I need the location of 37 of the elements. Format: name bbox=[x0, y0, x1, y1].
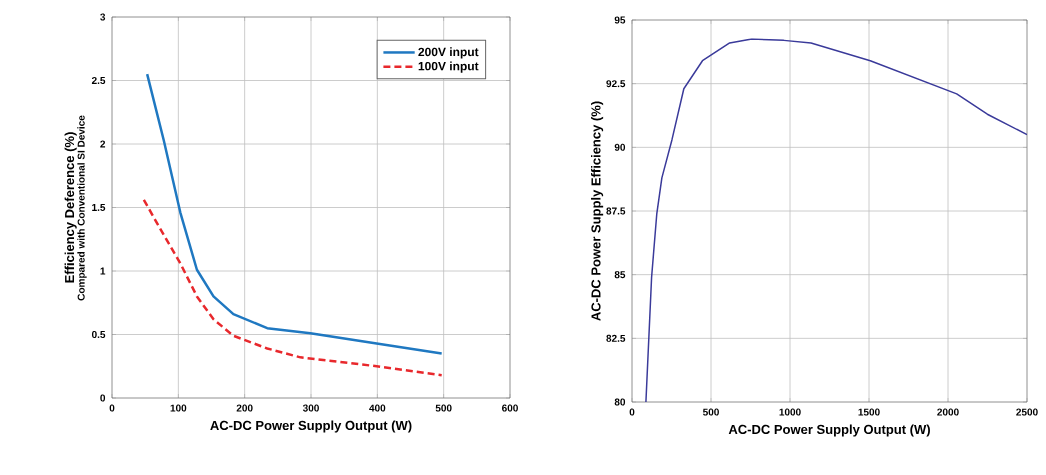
y-tick-label: 87.5 bbox=[606, 207, 626, 215]
x-axis-title: AC-DC Power Supply Output (W) bbox=[728, 424, 930, 437]
x-tick-label: 500 bbox=[702, 408, 719, 416]
x-tick-label: 100 bbox=[170, 404, 187, 412]
legend-label: 100V input bbox=[418, 61, 479, 73]
y-tick-label: 95 bbox=[614, 16, 626, 24]
y-tick-label: 1.5 bbox=[92, 204, 106, 211]
y-tick-label: 80 bbox=[614, 398, 626, 406]
x-tick-label: 200 bbox=[236, 404, 253, 412]
x-tick-label: 400 bbox=[369, 404, 386, 412]
y-tick-label: 2.5 bbox=[91, 76, 106, 85]
x-tick-label: 300 bbox=[302, 404, 319, 412]
x-tick-label: 2000 bbox=[937, 408, 959, 416]
y-tick-label: 2 bbox=[100, 140, 106, 148]
line-series bbox=[142, 198, 443, 377]
y-tick-label: 90 bbox=[614, 143, 626, 151]
y-tick-label: 3 bbox=[100, 13, 106, 21]
x-tick-label: 0 bbox=[629, 408, 635, 416]
legend-label: 200V input bbox=[418, 47, 479, 59]
y-axis-title: AC-DC Power Supply Efficiency (%) bbox=[591, 101, 604, 321]
x-tick-label: 0 bbox=[109, 404, 115, 412]
y-axis-title: Efficiency Deference (%) bbox=[64, 132, 77, 283]
x-tick-label: 600 bbox=[502, 404, 518, 412]
x-tick-label: 1500 bbox=[858, 408, 880, 416]
y-tick-label: 82.5 bbox=[606, 334, 626, 342]
x-tick-label: 1000 bbox=[779, 408, 801, 416]
y-tick-label: 92.5 bbox=[606, 80, 626, 88]
line-series bbox=[645, 38, 1027, 402]
y-tick-label: 0.5 bbox=[91, 330, 106, 339]
line-series bbox=[145, 72, 443, 355]
y-tick-label: 85 bbox=[614, 271, 626, 279]
x-tick-label: 2500 bbox=[1016, 408, 1038, 416]
text: Compared with Conventional SI Device bbox=[77, 115, 87, 301]
x-tick-label: 500 bbox=[435, 404, 452, 412]
y-tick-label: 1 bbox=[100, 267, 106, 275]
y-tick-label: 0 bbox=[100, 394, 106, 402]
x-axis-title: AC-DC Power Supply Output (W) bbox=[210, 420, 412, 433]
